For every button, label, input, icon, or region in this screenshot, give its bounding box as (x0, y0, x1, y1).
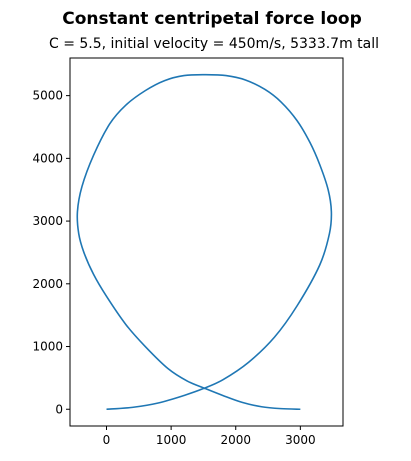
y-tick-label: 4000 (32, 151, 63, 165)
x-tick-label: 1000 (156, 433, 187, 447)
plot-frame (69, 57, 344, 427)
y-tick-label: 3000 (32, 214, 63, 228)
y-tick-label: 5000 (32, 89, 63, 103)
x-tick-label: 3000 (285, 433, 316, 447)
y-tick-label: 0 (55, 402, 63, 416)
x-tick-label: 0 (103, 433, 111, 447)
series-line (76, 73, 333, 411)
x-tick-label: 2000 (220, 433, 251, 447)
chart-subtitle: C = 5.5, initial velocity = 450m/s, 5333… (49, 36, 379, 52)
axes: 0 1000 2000 3000 0 1000 2000 3000 4000 5000 (32, 89, 315, 447)
y-tick-label: 1000 (32, 340, 63, 354)
chart-title: Constant centripetal force loop (62, 9, 362, 29)
series-layer (76, 73, 333, 411)
y-tick-label: 2000 (32, 277, 63, 291)
